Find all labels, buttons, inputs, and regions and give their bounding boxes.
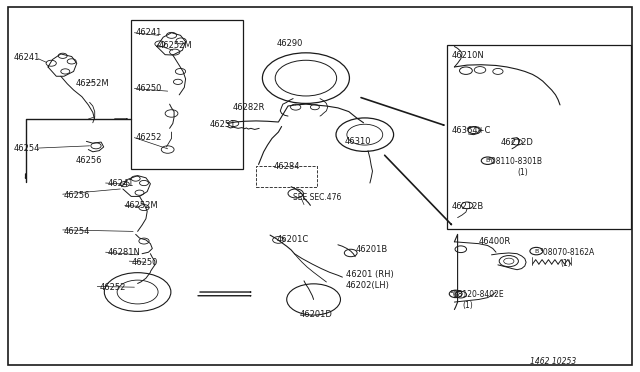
Text: 46290: 46290 xyxy=(276,39,303,48)
Text: SEE SEC.476: SEE SEC.476 xyxy=(293,193,342,202)
Text: 46252: 46252 xyxy=(99,283,125,292)
Text: 46254: 46254 xyxy=(64,227,90,236)
Text: 46400R: 46400R xyxy=(479,237,511,246)
Text: 46241: 46241 xyxy=(136,28,162,37)
Text: 46201D: 46201D xyxy=(300,310,332,319)
Text: 46250: 46250 xyxy=(136,84,162,93)
Text: °08110-8301B: °08110-8301B xyxy=(488,157,543,166)
Text: 46254: 46254 xyxy=(14,144,40,153)
Text: 46310: 46310 xyxy=(344,137,371,146)
Bar xyxy=(131,20,243,169)
Bar xyxy=(256,166,317,187)
Text: 46364+C: 46364+C xyxy=(451,126,491,135)
Text: B: B xyxy=(486,158,490,163)
Text: 46201C: 46201C xyxy=(276,235,308,244)
Text: 46210N: 46210N xyxy=(451,51,484,60)
Text: 46212D: 46212D xyxy=(500,138,533,147)
Text: B: B xyxy=(534,248,538,254)
Text: (1): (1) xyxy=(517,169,528,177)
Text: 46250: 46250 xyxy=(131,258,157,267)
Text: 46256: 46256 xyxy=(76,156,102,165)
Text: 46252: 46252 xyxy=(136,133,162,142)
Text: (1): (1) xyxy=(560,259,571,268)
Text: °08120-8402E: °08120-8402E xyxy=(449,290,504,299)
Text: 46252M: 46252M xyxy=(125,201,159,210)
Text: °08070-8162A: °08070-8162A xyxy=(539,248,594,257)
Text: 46201 (RH): 46201 (RH) xyxy=(346,270,394,279)
Text: 46201B: 46201B xyxy=(355,245,387,254)
Bar xyxy=(447,45,631,229)
Text: 46252M: 46252M xyxy=(76,79,109,88)
Text: 46281N: 46281N xyxy=(108,248,140,257)
Text: 46202(LH): 46202(LH) xyxy=(346,281,390,290)
Text: 46252M: 46252M xyxy=(159,41,193,50)
Text: (1): (1) xyxy=(462,301,473,310)
Text: 46241: 46241 xyxy=(14,53,40,62)
Text: 46256: 46256 xyxy=(64,191,90,200)
Text: 46282R: 46282R xyxy=(232,103,265,112)
Text: 46241: 46241 xyxy=(108,179,134,187)
Text: B: B xyxy=(454,291,458,296)
Text: 46212B: 46212B xyxy=(451,202,483,211)
Text: 46251: 46251 xyxy=(210,120,236,129)
Text: 46284: 46284 xyxy=(274,162,300,171)
Text: 1462 10253: 1462 10253 xyxy=(530,357,576,366)
